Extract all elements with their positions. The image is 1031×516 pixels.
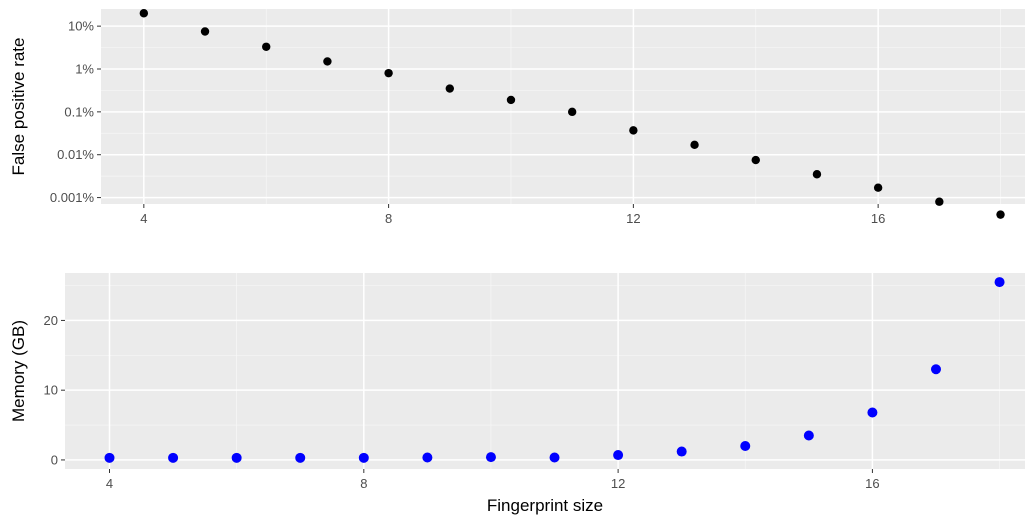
- data-point: [139, 9, 149, 18]
- data-point: [930, 364, 941, 375]
- data-point: [873, 183, 883, 192]
- data-point: [994, 277, 1005, 288]
- data-point: [549, 452, 560, 463]
- data-point: [384, 68, 393, 78]
- y-tick-label: 1%: [75, 62, 94, 77]
- bottom-y-tick-labels: 0 10 20: [44, 313, 65, 467]
- data-point: [358, 452, 369, 463]
- data-point: [231, 452, 242, 463]
- x-tick-label: 12: [611, 476, 625, 491]
- data-point: [751, 155, 760, 165]
- data-point: [168, 452, 179, 463]
- x-tick-label: 16: [865, 476, 879, 491]
- y-tick-label: 0.001%: [50, 190, 95, 205]
- data-point: [104, 452, 115, 463]
- data-point: [740, 440, 751, 451]
- y-tick-label: 0.1%: [64, 104, 94, 119]
- top-y-tick-labels: 0.001% 0.01% 0.1% 1% 10%: [50, 19, 101, 205]
- data-point: [485, 452, 496, 463]
- data-point: [323, 57, 332, 66]
- top-x-tick-labels: 4 8 12 16: [140, 204, 885, 226]
- bottom-x-tick-labels: 4 8 12 16: [106, 469, 880, 491]
- data-point: [803, 430, 814, 441]
- data-point: [690, 140, 699, 150]
- y-axis-title-false-positive-rate: False positive rate: [9, 38, 28, 176]
- data-point: [867, 407, 878, 418]
- data-point: [613, 450, 624, 461]
- y-tick-label: 20: [44, 313, 58, 328]
- data-point: [812, 170, 822, 179]
- data-point: [567, 107, 577, 117]
- y-tick-label: 0.01%: [57, 147, 94, 162]
- x-tick-label: 4: [106, 476, 113, 491]
- bottom-gridlines: [65, 273, 1025, 469]
- bottom-points: [104, 277, 1005, 463]
- memory-panel: 0 10 20 4 8 12 16 Memory (GB) Fingerprint siz…: [9, 273, 1025, 515]
- data-point: [422, 452, 433, 463]
- data-point: [629, 126, 638, 135]
- x-tick-label: 16: [871, 211, 885, 226]
- top-plot-background: [101, 9, 1025, 204]
- bottom-plot-background: [65, 273, 1025, 469]
- x-tick-label: 4: [140, 211, 147, 226]
- data-point: [295, 452, 306, 463]
- x-tick-label: 12: [626, 211, 640, 226]
- data-point: [676, 446, 687, 457]
- data-point: [996, 210, 1005, 219]
- data-point: [935, 197, 944, 206]
- data-point: [262, 42, 271, 51]
- x-tick-label: 8: [385, 211, 392, 226]
- top-points: [139, 9, 1005, 219]
- data-point: [506, 95, 516, 105]
- data-point: [445, 84, 454, 93]
- data-point: [200, 27, 210, 36]
- y-tick-label: 10%: [68, 19, 94, 34]
- y-axis-title-memory: Memory (GB): [9, 320, 28, 422]
- x-axis-title-fingerprint-size: Fingerprint size: [487, 496, 603, 515]
- x-tick-label: 8: [360, 476, 367, 491]
- false-positive-rate-panel: 0.001% 0.01% 0.1% 1% 10% 4 8 12 16 False positi…: [9, 9, 1025, 226]
- y-tick-label: 0: [51, 452, 58, 467]
- y-tick-label: 10: [44, 383, 58, 398]
- top-gridlines: [101, 9, 1025, 204]
